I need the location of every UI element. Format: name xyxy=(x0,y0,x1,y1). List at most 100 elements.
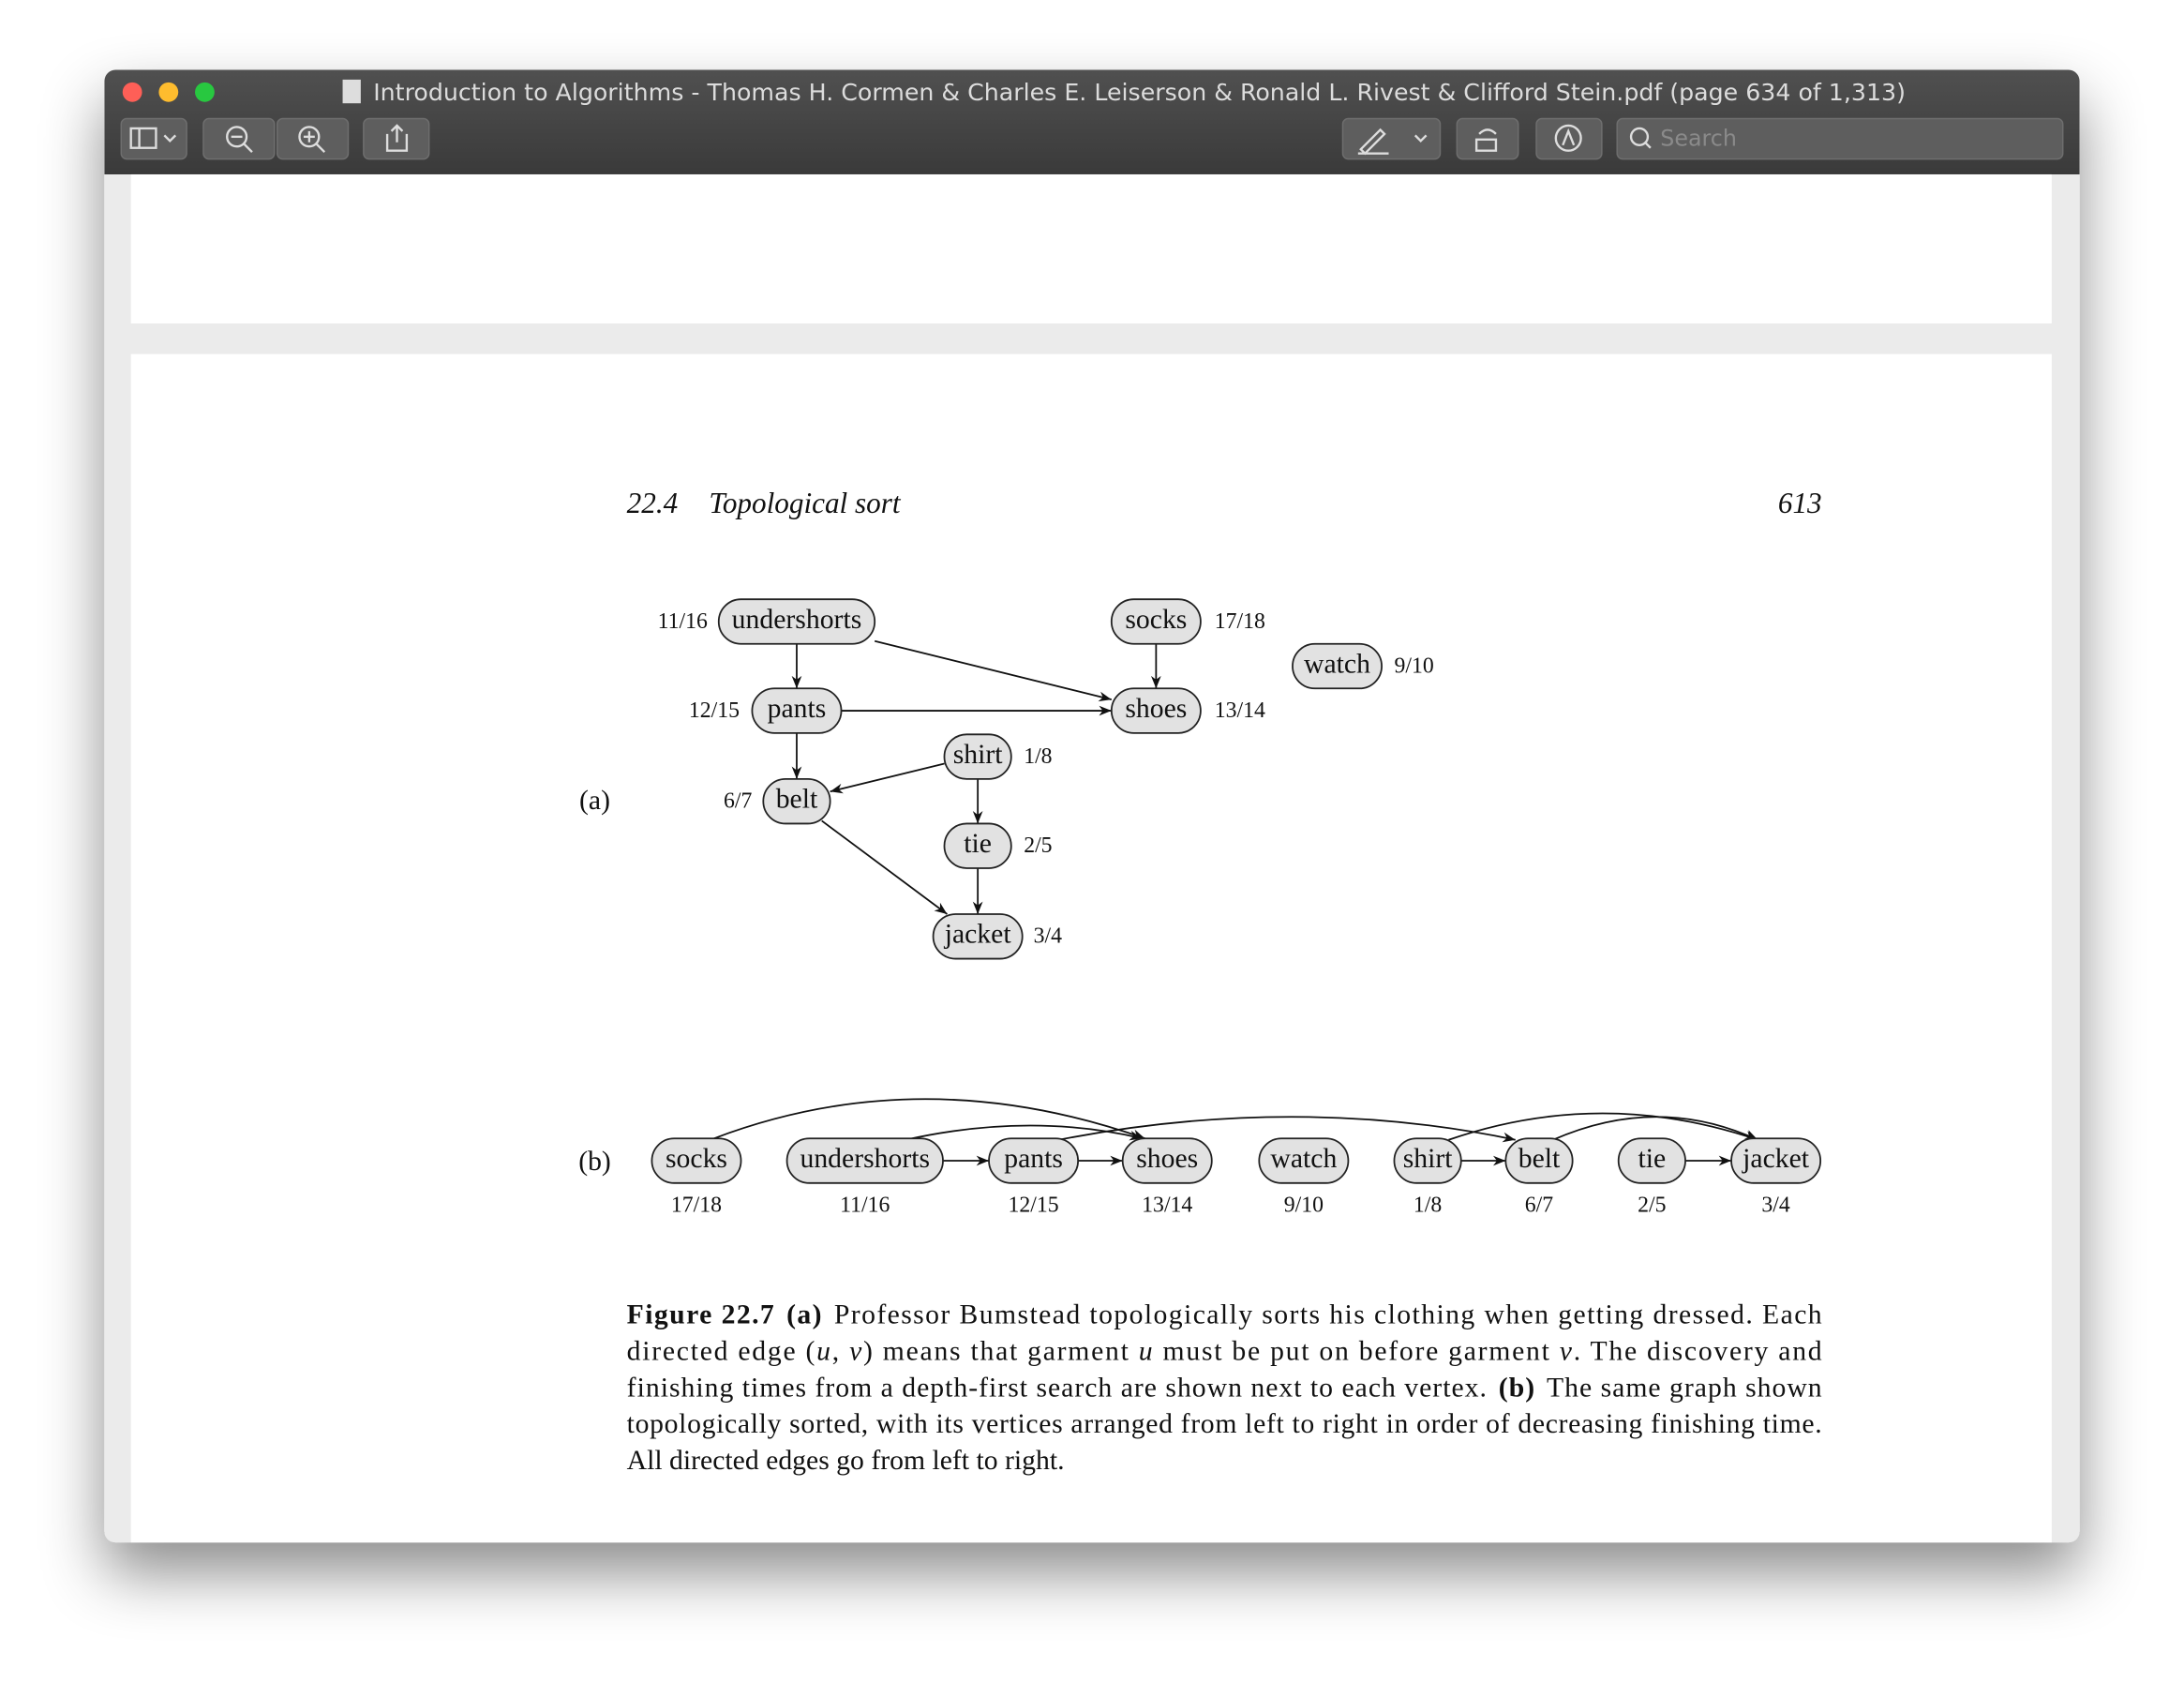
edge xyxy=(710,1098,1145,1141)
caption-text: Figure 22.7 xyxy=(627,1299,774,1329)
toolbar-icons xyxy=(129,124,1652,156)
caption-text: . The discovery and xyxy=(1574,1336,1822,1366)
node xyxy=(1617,1137,1686,1184)
node xyxy=(762,777,831,825)
node-label: belt xyxy=(776,784,818,814)
node-label: tie xyxy=(964,829,992,859)
close-button[interactable] xyxy=(122,82,142,102)
caption-line: finishing times from a depth-first searc… xyxy=(627,1373,1822,1403)
node-times: 6/7 xyxy=(724,789,752,814)
markup-button[interactable] xyxy=(1341,117,1442,160)
node-times: 13/14 xyxy=(1142,1194,1192,1218)
node-times: 17/18 xyxy=(1215,609,1265,634)
node xyxy=(1110,598,1202,645)
node-label: belt xyxy=(1518,1144,1561,1174)
zoom-in-button[interactable] xyxy=(276,117,350,160)
node xyxy=(1730,1137,1822,1184)
document-icon xyxy=(342,79,361,104)
node-label: pants xyxy=(768,694,827,724)
node xyxy=(651,1137,742,1184)
node-times: 12/15 xyxy=(689,698,740,723)
window-title: Introduction to Algorithms - Thomas H. C… xyxy=(373,79,1906,106)
node-times: 13/14 xyxy=(1215,698,1265,723)
caption: Figure 22.7 (a) Professor Bumstead topolog… xyxy=(627,1299,1822,1476)
node xyxy=(751,687,843,734)
node-label: shirt xyxy=(953,740,1004,770)
node-label: undershorts xyxy=(732,605,862,635)
node-label: shirt xyxy=(1403,1144,1454,1174)
caption-text: , xyxy=(832,1336,848,1366)
caption-text: directed edge ( xyxy=(627,1336,815,1366)
node-times: 2/5 xyxy=(1024,833,1052,858)
edge xyxy=(1058,1116,1516,1143)
part-label: (b) xyxy=(578,1147,611,1177)
node xyxy=(1393,1137,1462,1184)
caption-text: (b) xyxy=(1499,1373,1534,1403)
caption-text: u xyxy=(1139,1336,1153,1366)
search-field[interactable] xyxy=(1616,117,2064,160)
node-label: watch xyxy=(1304,649,1370,679)
node xyxy=(1292,642,1383,690)
node xyxy=(1121,1137,1213,1184)
page xyxy=(130,353,2052,1543)
edge xyxy=(1448,1112,1758,1141)
caption-text: v xyxy=(1560,1336,1573,1366)
caption-line: topologically sorted, with its vertices … xyxy=(627,1409,1822,1439)
node-times: 17/18 xyxy=(671,1194,722,1218)
node-times: 1/8 xyxy=(1414,1194,1442,1218)
caption-line: Figure 22.7 (a) Professor Bumstead topolog… xyxy=(627,1299,1822,1329)
section-number: 22.4 xyxy=(627,487,679,519)
previous-page xyxy=(130,173,2052,323)
node-times: 9/10 xyxy=(1284,1194,1324,1218)
node-label: socks xyxy=(1125,605,1187,635)
node-times: 3/4 xyxy=(1034,924,1062,949)
section-title: Topological sort xyxy=(709,487,902,519)
annotate-button[interactable] xyxy=(1535,117,1603,160)
figure: undershorts 11/16 socks 17/18 watch 9/10 pants… xyxy=(651,598,1822,1218)
node-times: 1/8 xyxy=(1024,744,1052,769)
node-label: jacket xyxy=(944,920,1012,950)
node-label: tie xyxy=(1638,1144,1667,1174)
node xyxy=(943,733,1012,780)
node-label: watch xyxy=(1270,1144,1337,1174)
caption-text: All directed edges go from left to right… xyxy=(627,1446,1065,1476)
node xyxy=(988,1137,1080,1184)
node xyxy=(1504,1137,1574,1184)
node-label: socks xyxy=(666,1144,727,1174)
caption-text: topologically sorted, with its vertices … xyxy=(627,1409,1822,1439)
edge xyxy=(821,819,948,915)
caption-text: Professor Bumstead topologically sorts h… xyxy=(834,1299,1822,1329)
search-placeholder: Search xyxy=(1660,125,1737,151)
zoom-out-button[interactable] xyxy=(202,117,276,160)
node xyxy=(943,822,1012,869)
node xyxy=(1110,687,1202,734)
edge xyxy=(1552,1116,1758,1141)
caption-text: finishing times from a depth-first searc… xyxy=(627,1373,1487,1403)
node-times: 2/5 xyxy=(1638,1194,1666,1218)
edge xyxy=(905,1124,1143,1141)
caption-line: All directed edges go from left to right… xyxy=(627,1446,1065,1476)
node xyxy=(1258,1137,1350,1184)
caption-line: directed edge (u, v) means that garment … xyxy=(627,1336,1822,1366)
node-times: 9/10 xyxy=(1394,653,1433,678)
node xyxy=(932,913,1024,960)
caption-text: ) means that garment xyxy=(863,1336,1137,1366)
caption-text: v xyxy=(849,1336,862,1366)
zoom-button[interactable] xyxy=(195,82,215,102)
node-label: jacket xyxy=(1742,1144,1810,1174)
caption-text: (a) xyxy=(786,1299,821,1329)
node-label: undershorts xyxy=(800,1144,930,1174)
node-label: shoes xyxy=(1136,1144,1198,1174)
node-times: 6/7 xyxy=(1525,1194,1553,1218)
part-label: (a) xyxy=(579,786,610,816)
node-label: shoes xyxy=(1125,694,1187,724)
node xyxy=(717,598,876,645)
node-times: 11/16 xyxy=(840,1194,890,1218)
node-times: 12/15 xyxy=(1009,1194,1059,1218)
minimize-button[interactable] xyxy=(158,82,179,102)
node xyxy=(785,1137,944,1184)
caption-text: The same graph shown xyxy=(1547,1373,1822,1403)
edge xyxy=(874,639,1113,702)
node-times: 3/4 xyxy=(1761,1194,1789,1218)
